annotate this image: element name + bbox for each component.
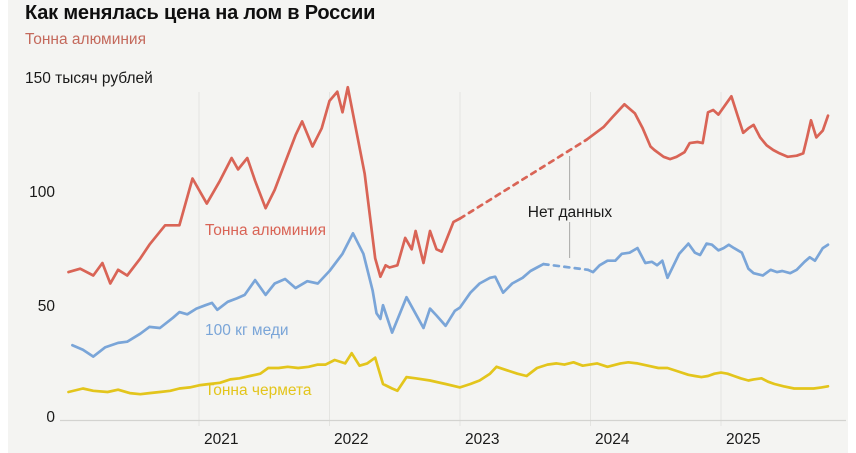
chart-card-background xyxy=(8,0,848,453)
series-line-1-seg-1-dashed xyxy=(542,262,590,272)
x-tick-2021: 2021 xyxy=(204,431,239,448)
series-line-2-seg-0 xyxy=(67,351,830,396)
y-tick-100: 100 xyxy=(29,184,55,201)
chart-subtitle: Тонна алюминия xyxy=(25,31,146,48)
x-tick-2022: 2022 xyxy=(334,431,369,448)
series-label-ferrous: Тонна чермета xyxy=(205,382,312,399)
series-line-0-seg-2 xyxy=(585,94,830,161)
series-line-1-seg-0 xyxy=(71,231,545,358)
x-tick-2025: 2025 xyxy=(726,431,761,448)
y-tick-0: 0 xyxy=(46,409,55,426)
x-tick-2024: 2024 xyxy=(595,431,630,448)
series-label-copper: 100 кг меди xyxy=(205,322,289,339)
series-line-1-seg-2 xyxy=(586,242,830,280)
y-tick-50: 50 xyxy=(37,298,55,315)
x-tick-2023: 2023 xyxy=(465,431,500,448)
y-axis-unit-label: 150 тысяч рублей xyxy=(25,70,153,87)
series-line-0-seg-1-dashed xyxy=(458,138,588,220)
series-label-aluminum: Тонна алюминия xyxy=(205,222,326,239)
page-title: Как менялась цена на лом в России xyxy=(25,2,376,24)
no-data-annotation: Нет данных xyxy=(527,204,613,221)
series-line-0-seg-0 xyxy=(67,85,462,285)
